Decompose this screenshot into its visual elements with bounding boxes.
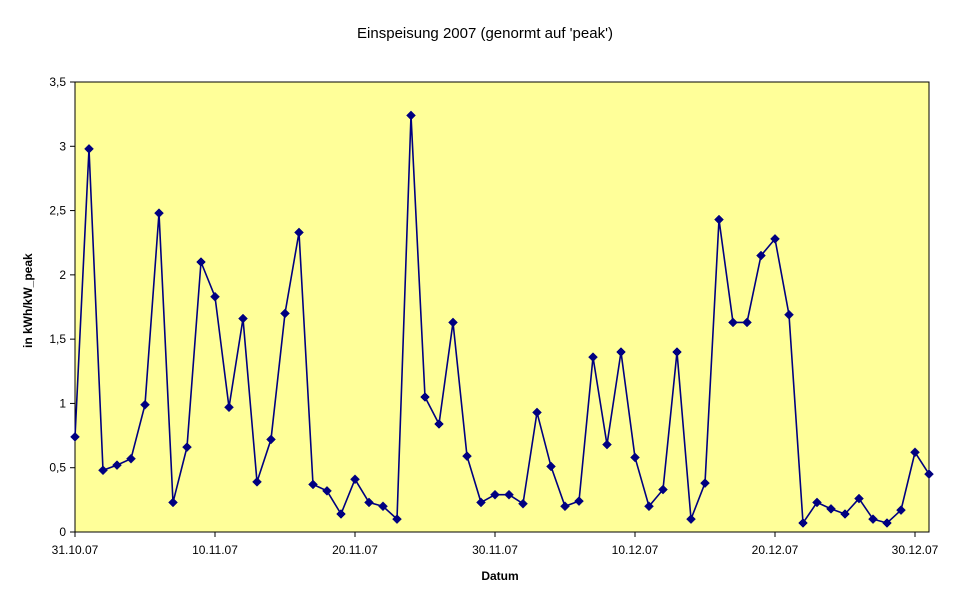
chart-title: Einspeisung 2007 (genormt auf 'peak') bbox=[357, 25, 613, 42]
data-point bbox=[728, 317, 738, 328]
plot-area bbox=[74, 81, 930, 533]
data-point bbox=[672, 347, 682, 357]
x-tick-label: 30.12.07 bbox=[892, 543, 939, 557]
data-point bbox=[448, 317, 458, 328]
data-point bbox=[462, 451, 472, 461]
data-point bbox=[742, 317, 752, 328]
y-tick-label: 1 bbox=[59, 396, 66, 410]
data-point bbox=[322, 486, 332, 496]
data-point bbox=[798, 518, 808, 528]
y-tick-label: 2 bbox=[59, 268, 66, 282]
data-point bbox=[364, 497, 374, 508]
data-point bbox=[182, 442, 192, 452]
data-point bbox=[154, 208, 164, 218]
data-point bbox=[560, 501, 570, 512]
series-line bbox=[74, 115, 930, 526]
data-point bbox=[308, 479, 318, 490]
data-point bbox=[476, 497, 486, 508]
data-point bbox=[238, 313, 248, 324]
data-point bbox=[854, 493, 864, 504]
data-point bbox=[588, 352, 598, 362]
y-tick-label: 3,5 bbox=[49, 75, 66, 89]
data-point bbox=[714, 214, 724, 225]
data-point bbox=[812, 497, 822, 508]
data-point bbox=[140, 399, 150, 410]
data-point bbox=[910, 447, 920, 458]
data-point bbox=[574, 496, 584, 506]
x-tick-label: 30.11.07 bbox=[472, 543, 518, 557]
data-point bbox=[280, 308, 290, 319]
data-point bbox=[70, 432, 80, 442]
data-point bbox=[602, 439, 612, 450]
data-point bbox=[266, 434, 276, 445]
data-point bbox=[546, 461, 556, 472]
data-point bbox=[882, 518, 892, 528]
data-point bbox=[196, 257, 206, 267]
data-point bbox=[924, 469, 934, 479]
x-axis: 31.10.07 10.11.07 20.11.07 30.11.07 10.12.07… bbox=[52, 532, 939, 557]
y-tick-label: 1,5 bbox=[49, 332, 66, 346]
data-point bbox=[112, 460, 122, 470]
data-point bbox=[392, 514, 402, 524]
data-point bbox=[434, 419, 444, 429]
x-tick-label: 10.12.07 bbox=[612, 543, 659, 557]
data-point bbox=[700, 478, 710, 488]
data-point bbox=[378, 501, 388, 512]
data-point bbox=[630, 452, 640, 463]
y-axis-label: in kWh/kW_peak bbox=[21, 253, 35, 348]
y-tick-label: 2,5 bbox=[49, 204, 66, 218]
data-point bbox=[756, 250, 766, 261]
data-point bbox=[616, 347, 626, 357]
data-point bbox=[98, 465, 108, 476]
x-tick-label: 20.12.07 bbox=[752, 543, 799, 557]
data-point bbox=[770, 234, 780, 244]
data-point bbox=[294, 227, 304, 238]
data-point bbox=[336, 509, 346, 519]
y-tick-label: 0,5 bbox=[49, 461, 66, 475]
data-point bbox=[840, 509, 850, 519]
series-line-layer bbox=[70, 110, 934, 528]
data-point bbox=[126, 453, 136, 464]
data-point bbox=[490, 489, 500, 500]
data-point bbox=[784, 309, 794, 320]
data-point bbox=[504, 489, 514, 500]
x-axis-label: Datum bbox=[481, 569, 518, 583]
data-point bbox=[252, 477, 262, 487]
data-point bbox=[518, 498, 528, 509]
data-point bbox=[350, 474, 360, 485]
data-point bbox=[826, 504, 836, 514]
data-point bbox=[532, 407, 542, 418]
data-point bbox=[168, 497, 178, 508]
data-point bbox=[210, 291, 220, 302]
data-point bbox=[658, 484, 668, 495]
data-point bbox=[686, 514, 696, 524]
y-tick-label: 0 bbox=[59, 525, 66, 539]
y-axis: 0 0,5 1 1,5 2 2,5 3 3,5 bbox=[49, 75, 75, 539]
x-tick-label: 20.11.07 bbox=[332, 543, 378, 557]
data-point bbox=[224, 402, 234, 413]
y-tick-label: 3 bbox=[59, 139, 66, 153]
x-tick-label: 10.11.07 bbox=[192, 543, 238, 557]
data-point bbox=[420, 392, 430, 402]
x-tick-label: 31.10.07 bbox=[52, 543, 99, 557]
data-point bbox=[406, 110, 416, 121]
data-point bbox=[868, 514, 878, 524]
data-point bbox=[644, 501, 654, 512]
data-point bbox=[896, 505, 906, 515]
data-point bbox=[84, 144, 94, 154]
